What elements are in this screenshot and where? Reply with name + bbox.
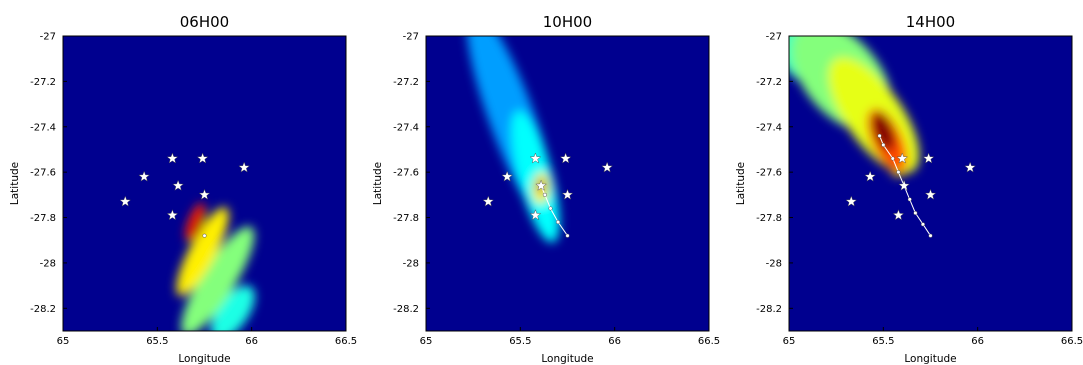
station-star-1	[119, 195, 132, 207]
x-tick-label-1: 65	[783, 336, 796, 347]
panel-3: 65 65.5 66 66.5 -27 -27.2 -27.4 -27.6 -27.8 -28 -2…	[735, 13, 1083, 365]
panel-1: 65 65.5 66 66.5 -27 -27.2 -27.4 -27.6 -27.8 -28 -2…	[9, 13, 357, 365]
trajectory-point-1	[202, 233, 207, 238]
y-axis-label: Latitude	[735, 162, 747, 205]
station-star-3	[166, 152, 179, 164]
y-tick-label-3: -27.4	[756, 122, 782, 133]
x-tick-label-4: 66.5	[335, 336, 357, 347]
y-tick-label-1: -27	[403, 32, 419, 43]
station-star-6	[172, 179, 184, 191]
y-tick-label-6: -28	[403, 258, 419, 269]
y-tick-label-1: -27	[40, 32, 56, 43]
station-star-8	[535, 179, 547, 191]
trajectory-point-2	[542, 192, 547, 197]
panel-title: 06H00	[180, 13, 229, 31]
trajectory-point-4	[896, 170, 901, 175]
station-star-4	[196, 152, 209, 164]
station-star-1	[845, 195, 858, 207]
y-tick-label-5: -27.8	[30, 213, 56, 224]
y-tick-label-7: -28.2	[30, 304, 56, 315]
station-star-8	[898, 179, 910, 191]
x-tick-label-1: 65	[420, 336, 433, 347]
x-tick-label-2: 65.5	[872, 336, 894, 347]
y-tick-label-2: -27.2	[756, 77, 782, 88]
station-star-4	[922, 152, 935, 164]
y-tick-label-4: -27.6	[756, 168, 782, 179]
station-star-5	[238, 161, 250, 173]
x-tick-label-2: 65.5	[146, 336, 168, 347]
y-tick-label-5: -27.8	[393, 213, 419, 224]
station-star-3	[896, 152, 908, 164]
trajectory-point-1	[877, 133, 882, 138]
y-tick-label-4: -27.6	[30, 168, 56, 179]
trajectory-point-3	[890, 156, 895, 161]
plume-blob-6	[872, 111, 895, 151]
plume-blob-1	[210, 285, 255, 331]
trajectory-point-2	[881, 142, 886, 147]
station-star-6	[561, 188, 574, 200]
station-star-6	[924, 188, 937, 200]
concentration-field	[176, 202, 255, 331]
panel-2: 65 65.5 66 66.5 -27 -27.2 -27.4 -27.6 -27.8 -28 -2…	[372, 13, 720, 365]
x-tick-label-1: 65	[57, 336, 70, 347]
y-axis-label: Latitude	[372, 162, 384, 205]
x-tick-label-3: 66	[971, 336, 984, 347]
panel-title: 10H00	[543, 13, 592, 31]
y-tick-label-6: -28	[766, 258, 782, 269]
y-tick-label-3: -27.4	[393, 122, 419, 133]
station-star-5	[964, 161, 976, 173]
x-tick-label-2: 65.5	[509, 336, 531, 347]
y-tick-label-2: -27.2	[393, 77, 419, 88]
x-tick-label-3: 66	[245, 336, 258, 347]
trajectory-point-9	[928, 233, 933, 238]
plot-area	[426, 36, 709, 331]
station-star-4	[559, 152, 572, 164]
plume-blob-3	[176, 207, 229, 297]
y-tick-label-3: -27.4	[30, 122, 56, 133]
x-axis-label: Longitude	[541, 353, 593, 365]
y-tick-label-4: -27.6	[393, 168, 419, 179]
x-tick-label-3: 66	[608, 336, 621, 347]
station-star-2	[138, 170, 150, 182]
station-star-7	[892, 209, 905, 221]
station-star-1	[482, 195, 495, 207]
station-star-7	[198, 188, 211, 200]
x-axis-label: Longitude	[178, 353, 230, 365]
station-star-2	[864, 170, 876, 182]
station-star-5	[601, 161, 613, 173]
y-tick-label-7: -28.2	[756, 304, 782, 315]
plume-blob-2	[511, 110, 560, 243]
panel-title: 14H00	[906, 13, 955, 31]
plume-blob-2	[181, 226, 255, 331]
station-star-7	[529, 209, 542, 221]
station-star-8	[166, 209, 179, 221]
x-tick-label-4: 66.5	[1061, 336, 1083, 347]
plume-blob-5	[192, 213, 206, 240]
station-star-2	[501, 170, 513, 182]
plot-frame	[788, 35, 1073, 332]
x-tick-label-4: 66.5	[698, 336, 720, 347]
trajectory-point-3	[548, 206, 553, 211]
y-tick-label-6: -28	[40, 258, 56, 269]
trajectory-point-5	[565, 233, 570, 238]
y-axis-label: Latitude	[9, 162, 21, 205]
station-star-3	[529, 152, 542, 164]
y-tick-label-1: -27	[766, 32, 782, 43]
plot-frame	[425, 35, 710, 332]
y-tick-label-7: -28.2	[393, 304, 419, 315]
y-tick-label-2: -27.2	[30, 77, 56, 88]
plume-blob-4	[185, 202, 205, 242]
trajectory-point-6	[907, 197, 912, 202]
trajectory-point-7	[913, 210, 918, 215]
plot-frame	[62, 35, 347, 332]
trajectory-point-4	[556, 220, 561, 225]
y-tick-label-5: -27.8	[756, 213, 782, 224]
trajectory-point-8	[920, 222, 925, 227]
concentration-field	[789, 36, 920, 177]
x-axis-label: Longitude	[904, 353, 956, 365]
